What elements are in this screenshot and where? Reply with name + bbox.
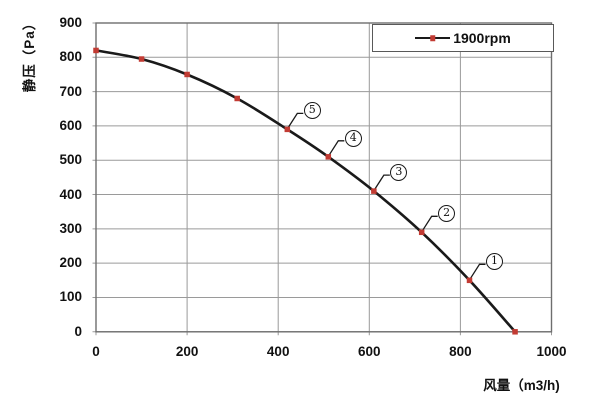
annotation-circled-2: 2: [438, 205, 456, 223]
x-tick-label: 1000: [536, 344, 567, 359]
data-point-marker: [466, 277, 473, 284]
y-tick-label: 100: [59, 289, 82, 305]
data-point-marker: [418, 229, 425, 236]
legend-series-label: 1900rpm: [453, 30, 511, 46]
y-tick-label: 600: [59, 117, 82, 133]
x-tick-label: 400: [266, 344, 290, 359]
data-point-marker: [138, 56, 145, 62]
data-point-marker: [284, 126, 291, 133]
x-tick-label: 600: [358, 344, 381, 359]
y-tick-label: 500: [59, 152, 82, 168]
annotation-leader: [328, 140, 345, 156]
plot-border: [95, 22, 553, 333]
annotation-circled-4: 4: [344, 129, 362, 147]
data-point-marker: [93, 47, 99, 54]
annotation-leader: [374, 174, 390, 190]
data-point-marker: [512, 329, 518, 335]
y-tick-label: 0: [74, 323, 82, 339]
y-tick-label: 900: [59, 15, 82, 30]
y-tick-label: 400: [59, 186, 82, 202]
annotation-leader: [422, 215, 438, 231]
x-axis-title: 风量（m3/h): [483, 378, 560, 393]
data-point-marker: [184, 71, 190, 78]
annotation-circled-3: 3: [390, 164, 408, 182]
y-axis-title: 静压（Pa）: [22, 15, 37, 93]
legend-square-marker-icon: [429, 35, 436, 41]
annotation-circled-1: 1: [486, 253, 503, 271]
y-tick-label: 300: [59, 220, 82, 236]
legend: 1900rpm: [372, 24, 554, 52]
annotation-circled-5: 5: [303, 102, 321, 120]
data-point-marker: [325, 154, 332, 160]
data-point-marker: [371, 188, 377, 194]
y-tick-label: 200: [59, 255, 82, 271]
x-tick-label: 800: [449, 344, 472, 359]
annotation-leader: [469, 263, 486, 279]
x-tick-label: 0: [92, 344, 100, 359]
data-point-marker: [234, 95, 240, 102]
y-tick-label: 700: [59, 83, 82, 99]
legend-line-sample: [415, 35, 451, 41]
series-curve: [94, 49, 517, 334]
y-tick-label: 800: [59, 49, 82, 65]
annotation-leader: [287, 112, 304, 128]
x-tick-label: 200: [175, 344, 199, 359]
